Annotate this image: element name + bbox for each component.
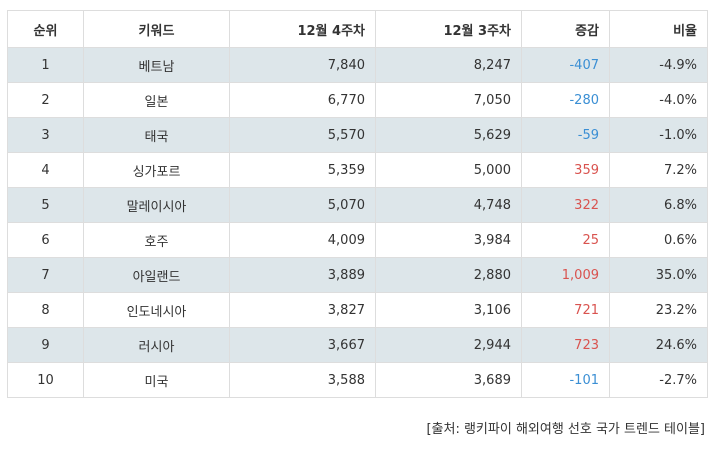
header-week4: 12월 4주차 — [229, 10, 376, 48]
cell-ratio: 7.2% — [609, 152, 708, 188]
header-week3: 12월 3주차 — [375, 10, 522, 48]
cell-week4: 4,009 — [229, 222, 376, 258]
cell-week3: 4,748 — [375, 187, 522, 223]
cell-change: 25 — [521, 222, 610, 258]
table-header: 순위 키워드 12월 4주차 12월 3주차 증감 비율 — [7, 10, 708, 48]
cell-rank: 8 — [7, 292, 84, 328]
cell-week4: 3,889 — [229, 257, 376, 293]
header-change: 증감 — [521, 10, 610, 48]
cell-rank: 10 — [7, 362, 84, 398]
cell-week3: 3,106 — [375, 292, 522, 328]
cell-week4: 3,827 — [229, 292, 376, 328]
table-row: 7 아일랜드 3,889 2,880 1,009 35.0% — [7, 257, 708, 293]
cell-change: 721 — [521, 292, 610, 328]
cell-ratio: 6.8% — [609, 187, 708, 223]
header-rank: 순위 — [7, 10, 84, 48]
cell-ratio: -4.9% — [609, 47, 708, 83]
cell-rank: 6 — [7, 222, 84, 258]
cell-week3: 5,629 — [375, 117, 522, 153]
cell-ratio: -4.0% — [609, 82, 708, 118]
table-row: 9 러시아 3,667 2,944 723 24.6% — [7, 327, 708, 363]
source-caption: [출처: 랭키파이 해외여행 선호 국가 트렌드 테이블] — [426, 422, 705, 437]
cell-week3: 2,880 — [375, 257, 522, 293]
cell-ratio: 35.0% — [609, 257, 708, 293]
cell-keyword: 호주 — [83, 222, 230, 258]
cell-week4: 3,667 — [229, 327, 376, 363]
cell-week3: 5,000 — [375, 152, 522, 188]
cell-change: -59 — [521, 117, 610, 153]
cell-ratio: 23.2% — [609, 292, 708, 328]
cell-rank: 7 — [7, 257, 84, 293]
cell-change: 359 — [521, 152, 610, 188]
cell-rank: 4 — [7, 152, 84, 188]
cell-keyword: 일본 — [83, 82, 230, 118]
cell-rank: 2 — [7, 82, 84, 118]
cell-change: -101 — [521, 362, 610, 398]
cell-keyword: 인도네시아 — [83, 292, 230, 328]
cell-week4: 3,588 — [229, 362, 376, 398]
table-row: 5 말레이시아 5,070 4,748 322 6.8% — [7, 187, 708, 223]
cell-week4: 5,359 — [229, 152, 376, 188]
trend-table: 순위 키워드 12월 4주차 12월 3주차 증감 비율 1 베트남 7,840 8,… — [7, 10, 708, 398]
cell-change: -407 — [521, 47, 610, 83]
cell-week3: 3,689 — [375, 362, 522, 398]
cell-week4: 5,070 — [229, 187, 376, 223]
table-row: 4 싱가포르 5,359 5,000 359 7.2% — [7, 152, 708, 188]
cell-ratio: -2.7% — [609, 362, 708, 398]
cell-ratio: 24.6% — [609, 327, 708, 363]
cell-keyword: 싱가포르 — [83, 152, 230, 188]
cell-rank: 5 — [7, 187, 84, 223]
cell-week3: 8,247 — [375, 47, 522, 83]
cell-week4: 6,770 — [229, 82, 376, 118]
cell-rank: 9 — [7, 327, 84, 363]
table-row: 10 미국 3,588 3,689 -101 -2.7% — [7, 362, 708, 398]
table-row: 1 베트남 7,840 8,247 -407 -4.9% — [7, 47, 708, 83]
cell-change: 322 — [521, 187, 610, 223]
table-row: 3 태국 5,570 5,629 -59 -1.0% — [7, 117, 708, 153]
cell-keyword: 아일랜드 — [83, 257, 230, 293]
cell-keyword: 미국 — [83, 362, 230, 398]
cell-ratio: -1.0% — [609, 117, 708, 153]
table-body: 1 베트남 7,840 8,247 -407 -4.9% 2 일본 6,770 7,050 -280… — [7, 47, 708, 398]
cell-keyword: 러시아 — [83, 327, 230, 363]
table-row: 6 호주 4,009 3,984 25 0.6% — [7, 222, 708, 258]
cell-change: 1,009 — [521, 257, 610, 293]
cell-week4: 5,570 — [229, 117, 376, 153]
cell-ratio: 0.6% — [609, 222, 708, 258]
cell-rank: 1 — [7, 47, 84, 83]
header-row: 순위 키워드 12월 4주차 12월 3주차 증감 비율 — [7, 10, 708, 48]
header-keyword: 키워드 — [83, 10, 230, 48]
cell-week3: 7,050 — [375, 82, 522, 118]
cell-keyword: 태국 — [83, 117, 230, 153]
cell-keyword: 베트남 — [83, 47, 230, 83]
cell-week4: 7,840 — [229, 47, 376, 83]
table-row: 2 일본 6,770 7,050 -280 -4.0% — [7, 82, 708, 118]
cell-change: 723 — [521, 327, 610, 363]
table-row: 8 인도네시아 3,827 3,106 721 23.2% — [7, 292, 708, 328]
cell-week3: 2,944 — [375, 327, 522, 363]
cell-change: -280 — [521, 82, 610, 118]
cell-rank: 3 — [7, 117, 84, 153]
cell-keyword: 말레이시아 — [83, 187, 230, 223]
cell-week3: 3,984 — [375, 222, 522, 258]
header-ratio: 비율 — [609, 10, 708, 48]
